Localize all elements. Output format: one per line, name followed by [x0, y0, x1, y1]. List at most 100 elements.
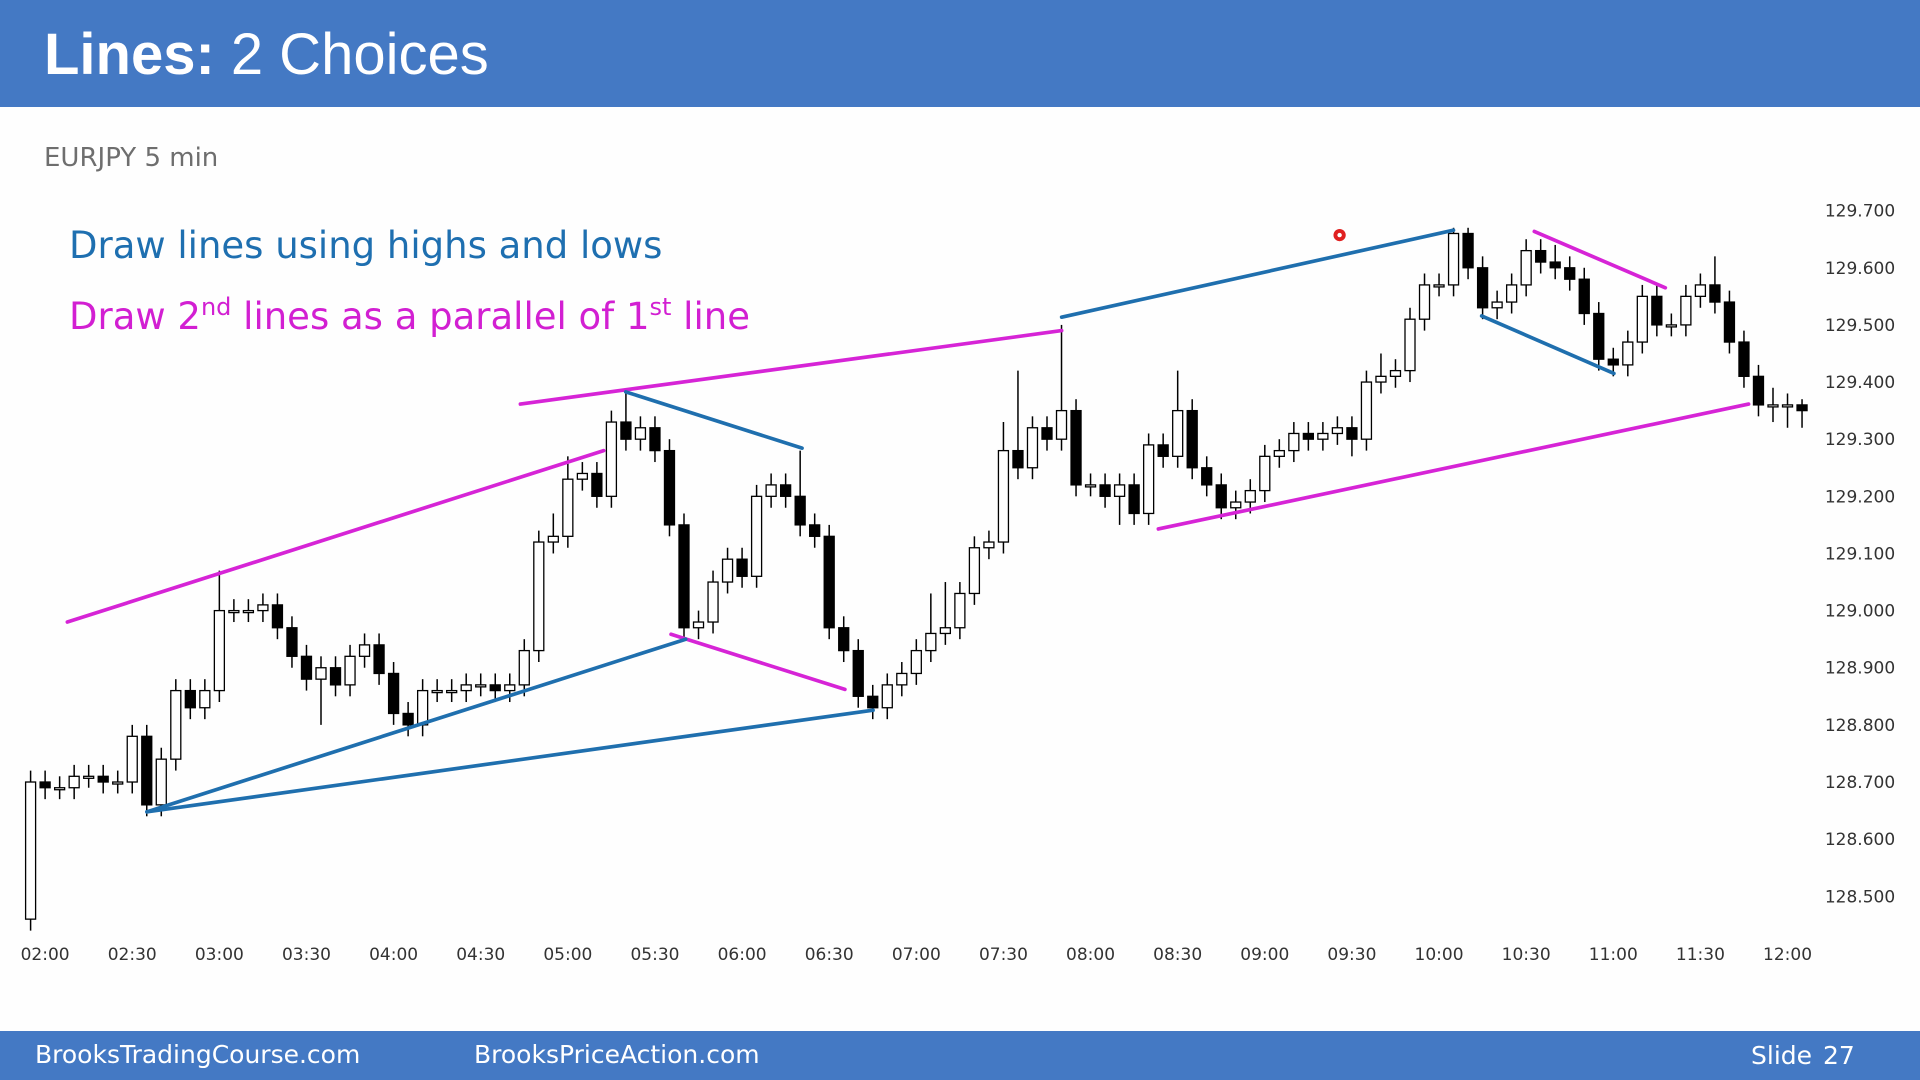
candle-body [562, 478, 574, 537]
candle-body [504, 684, 516, 692]
candle-body [242, 609, 255, 614]
candle-body [1389, 369, 1402, 377]
candle-body [1796, 404, 1808, 412]
candle-body [576, 472, 589, 480]
candle-body [896, 672, 908, 686]
x-tick-label: 02:00 [21, 945, 70, 965]
x-tick-label: 09:30 [1327, 945, 1376, 965]
candle-body [141, 735, 153, 806]
candle-body [1418, 284, 1431, 320]
candle-body [881, 684, 893, 709]
candle-body [1070, 409, 1082, 486]
candle-body [1360, 381, 1373, 440]
candle-body [1259, 455, 1271, 492]
x-tick-label: 04:00 [369, 945, 418, 965]
candle-body [779, 484, 792, 497]
candle-body [53, 787, 66, 791]
candle-body [271, 604, 284, 629]
candle-body [1026, 427, 1039, 469]
candle-body [460, 684, 472, 692]
y-tick-label: 129.700 [1825, 202, 1895, 222]
candle-body [649, 427, 661, 452]
candle-body [591, 472, 603, 497]
x-tick-label: 06:00 [718, 945, 767, 965]
x-tick-label: 07:30 [979, 945, 1028, 965]
y-tick-label: 129.500 [1825, 316, 1895, 336]
candle-body [1230, 501, 1242, 509]
candle-body [518, 649, 530, 686]
x-tick-label: 03:30 [282, 945, 331, 965]
candle-body [1549, 261, 1561, 269]
trend-line [1156, 402, 1751, 531]
candle-body [416, 689, 429, 726]
slide-label: Slide [1751, 1041, 1812, 1070]
candle-body [300, 655, 313, 680]
x-tick-label: 11:00 [1589, 945, 1638, 965]
candle-body [387, 672, 400, 715]
candle-body [1084, 484, 1097, 488]
candle-body [446, 689, 458, 694]
footer-bar [0, 1031, 1920, 1080]
candle-body [126, 735, 138, 783]
x-tick-label: 02:30 [108, 945, 157, 965]
candle-body [402, 712, 414, 726]
candle-body [1491, 301, 1503, 309]
candle-body [678, 524, 690, 629]
footer-left: BrooksTradingCourse.com [35, 1040, 360, 1069]
candle-body [112, 781, 124, 785]
slide-title: Lines: 2 Choices [44, 22, 489, 87]
y-tick-label: 129.400 [1825, 373, 1895, 393]
title-bold: Lines: [44, 22, 215, 87]
candle-body [1346, 427, 1358, 440]
candle-body [489, 684, 501, 692]
candle-body [1622, 341, 1634, 366]
candle-body [1520, 249, 1532, 286]
candle-body [1535, 249, 1547, 263]
y-tick-label: 129.100 [1825, 544, 1895, 564]
candle-body [1752, 375, 1765, 406]
title-rest: 2 Choices [231, 22, 489, 87]
candle-body [315, 667, 327, 680]
candle-body [1215, 484, 1227, 509]
candle-body [1404, 318, 1416, 372]
candle-body [1578, 278, 1590, 315]
slide-number: 27 [1823, 1041, 1855, 1070]
candle-body [1709, 284, 1721, 303]
candle-body [910, 649, 922, 675]
trend-line [518, 328, 1064, 406]
candle-body [213, 609, 226, 692]
candle-body [809, 524, 821, 537]
y-tick-label: 129.200 [1825, 487, 1895, 507]
candle-body [663, 449, 676, 526]
candle-body [39, 781, 51, 789]
footer-center: BrooksPriceAction.com [474, 1040, 760, 1069]
candle-body [24, 781, 37, 920]
candle-body [1288, 432, 1300, 452]
y-tick-label: 128.700 [1825, 773, 1895, 793]
candle-body [1694, 284, 1707, 297]
candle-body [1738, 341, 1750, 377]
candle-body [692, 621, 705, 629]
plot-area: 128.500 128.600 128.700 128.800 128.900 129.0… [21, 202, 1896, 965]
candle-body [721, 558, 734, 583]
x-tick-label: 10:00 [1415, 945, 1464, 965]
candle-body [1433, 284, 1445, 288]
candle-body [983, 541, 995, 549]
candle-body [997, 449, 1010, 543]
candle-body [1244, 489, 1256, 503]
candle-body [1302, 432, 1315, 440]
candle-body [605, 421, 618, 497]
candle-body [1375, 375, 1387, 383]
candle-body [1723, 301, 1736, 343]
candle-body [1593, 312, 1605, 360]
candle-body [823, 535, 835, 629]
trend-line [1479, 314, 1616, 376]
candle-body [1636, 295, 1648, 343]
candle-body [170, 689, 182, 760]
candle-body [1186, 409, 1198, 469]
trend-line [1059, 228, 1456, 319]
candle-body [765, 484, 777, 497]
candle-body [228, 609, 240, 614]
y-tick-label: 129.600 [1825, 259, 1895, 279]
candle-body [1201, 467, 1213, 486]
